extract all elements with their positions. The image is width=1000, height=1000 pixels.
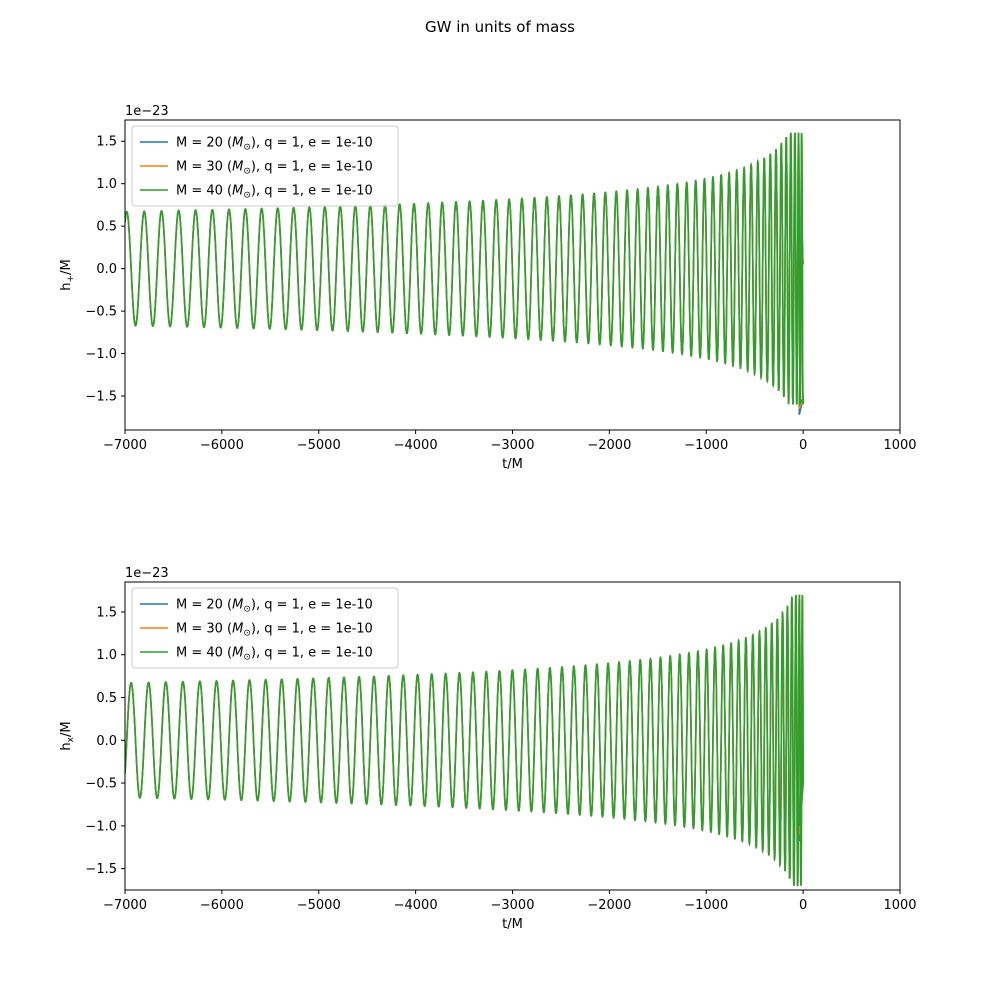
y-axis-label-tail: /M	[59, 259, 74, 275]
legend-box	[131, 125, 399, 207]
legend-entry: M = 40 (M⊙), q = 1, e = 1e-10	[176, 646, 373, 663]
y-tick-label: 1.0	[96, 648, 117, 663]
legend-entry: M = 20 (M⊙), q = 1, e = 1e-10	[176, 598, 373, 615]
y-axis-label-tail: /M	[59, 721, 74, 737]
y-tick-label: −1.5	[85, 390, 117, 405]
x-tick-label: −6000	[200, 898, 244, 913]
panel-h-cross: −7000 −6000 −5000 −4000 −3000 −2000 −1000 0 1000…	[59, 566, 917, 932]
y-tick-label: 1.0	[96, 177, 117, 192]
x-tick-label: −3000	[491, 898, 535, 913]
legend: M = 20 (M⊙), q = 1, e = 1e-10M = 30 (M⊙)…	[131, 125, 399, 207]
legend-entry-symbol: M	[232, 622, 243, 637]
x-tick-label: −3000	[491, 438, 535, 453]
x-tick-label: 1000	[883, 438, 916, 453]
y-tick-label: −1.5	[85, 862, 117, 877]
legend-entry-sub: ⊙	[243, 629, 251, 639]
y-axis-label-sub: x	[66, 736, 76, 742]
x-tick-label: −4000	[394, 898, 438, 913]
series-line-2	[125, 132, 804, 408]
y-tick-label: 1.5	[96, 605, 117, 620]
legend-entry-post: ), q = 1, e = 1e-10	[251, 598, 373, 613]
legend-entry-sub: ⊙	[243, 167, 251, 177]
legend-entry-pre: M = 30 (	[176, 160, 232, 175]
legend-entry-post: ), q = 1, e = 1e-10	[251, 184, 373, 199]
legend-entry-sub: ⊙	[243, 143, 251, 153]
legend-entry-post: ), q = 1, e = 1e-10	[251, 622, 373, 637]
legend-entry-pre: M = 40 (	[176, 184, 232, 199]
y-tick-label: 0.0	[96, 262, 117, 277]
x-tick-label: 0	[799, 438, 807, 453]
x-tick-label: −6000	[200, 438, 244, 453]
legend: M = 20 (M⊙), q = 1, e = 1e-10M = 30 (M⊙)…	[131, 587, 399, 669]
y-axis-label: hx/M	[59, 721, 76, 750]
x-tick-label: −7000	[103, 438, 147, 453]
legend-entry-pre: M = 20 (	[176, 598, 232, 613]
legend-entry-post: ), q = 1, e = 1e-10	[251, 646, 373, 661]
legend-entry-symbol: M	[232, 136, 243, 151]
legend-entry-symbol: M	[232, 646, 243, 661]
legend-entry-post: ), q = 1, e = 1e-10	[251, 160, 373, 175]
y-offset-text: 1e−23	[125, 566, 169, 581]
y-tick-label: 0.0	[96, 734, 117, 749]
figure-suptitle: GW in units of mass	[425, 18, 575, 36]
y-tick-label: −1.0	[85, 347, 117, 362]
legend-entry-symbol: M	[232, 160, 243, 175]
legend-entry-sub: ⊙	[243, 653, 251, 663]
legend-entry: M = 30 (M⊙), q = 1, e = 1e-10	[176, 622, 373, 639]
y-tick-label: −1.0	[85, 819, 117, 834]
legend-entry-symbol: M	[232, 598, 243, 613]
legend-box	[131, 587, 399, 669]
legend-entry: M = 20 (M⊙), q = 1, e = 1e-10	[176, 136, 373, 153]
x-tick-label: −1000	[684, 438, 728, 453]
legend-entry-pre: M = 30 (	[176, 622, 232, 637]
y-tick-label: −0.5	[85, 777, 117, 792]
x-tick-label: −5000	[297, 438, 341, 453]
legend-entry: M = 40 (M⊙), q = 1, e = 1e-10	[176, 184, 373, 201]
x-tick-label: 0	[799, 898, 807, 913]
x-tick-label: −4000	[394, 438, 438, 453]
x-axis-label: t/M	[502, 457, 523, 472]
x-axis-label: t/M	[502, 917, 523, 932]
legend-entry-sub: ⊙	[243, 191, 251, 201]
legend-entry-sub: ⊙	[243, 605, 251, 615]
y-tick-label: 0.5	[96, 220, 117, 235]
plot-area	[125, 594, 804, 887]
y-axis-label-main: h	[59, 282, 74, 290]
x-tick-label: −2000	[587, 438, 631, 453]
y-offset-text: 1e−23	[125, 104, 169, 119]
y-axis-label-sub: +	[66, 275, 76, 283]
legend-entry-symbol: M	[232, 184, 243, 199]
x-tick-label: −1000	[684, 898, 728, 913]
y-tick-label: 0.5	[96, 691, 117, 706]
legend-entry-post: ), q = 1, e = 1e-10	[251, 136, 373, 151]
y-tick-label: 1.5	[96, 135, 117, 150]
x-tick-label: −7000	[103, 898, 147, 913]
legend-entry-pre: M = 40 (	[176, 646, 232, 661]
plot-area	[125, 132, 804, 415]
x-tick-label: −5000	[297, 898, 341, 913]
y-axis-label-main: h	[59, 742, 74, 750]
panel-h-plus: −7000 −6000 −5000 −4000 −3000 −2000 −1000 0 1000…	[59, 104, 917, 472]
legend-entry-pre: M = 20 (	[176, 136, 232, 151]
y-axis-label: h+/M	[59, 259, 76, 290]
legend-entry: M = 30 (M⊙), q = 1, e = 1e-10	[176, 160, 373, 177]
x-tick-label: 1000	[883, 898, 916, 913]
y-tick-label: −0.5	[85, 305, 117, 320]
series-line-2	[125, 594, 804, 887]
x-tick-label: −2000	[587, 898, 631, 913]
